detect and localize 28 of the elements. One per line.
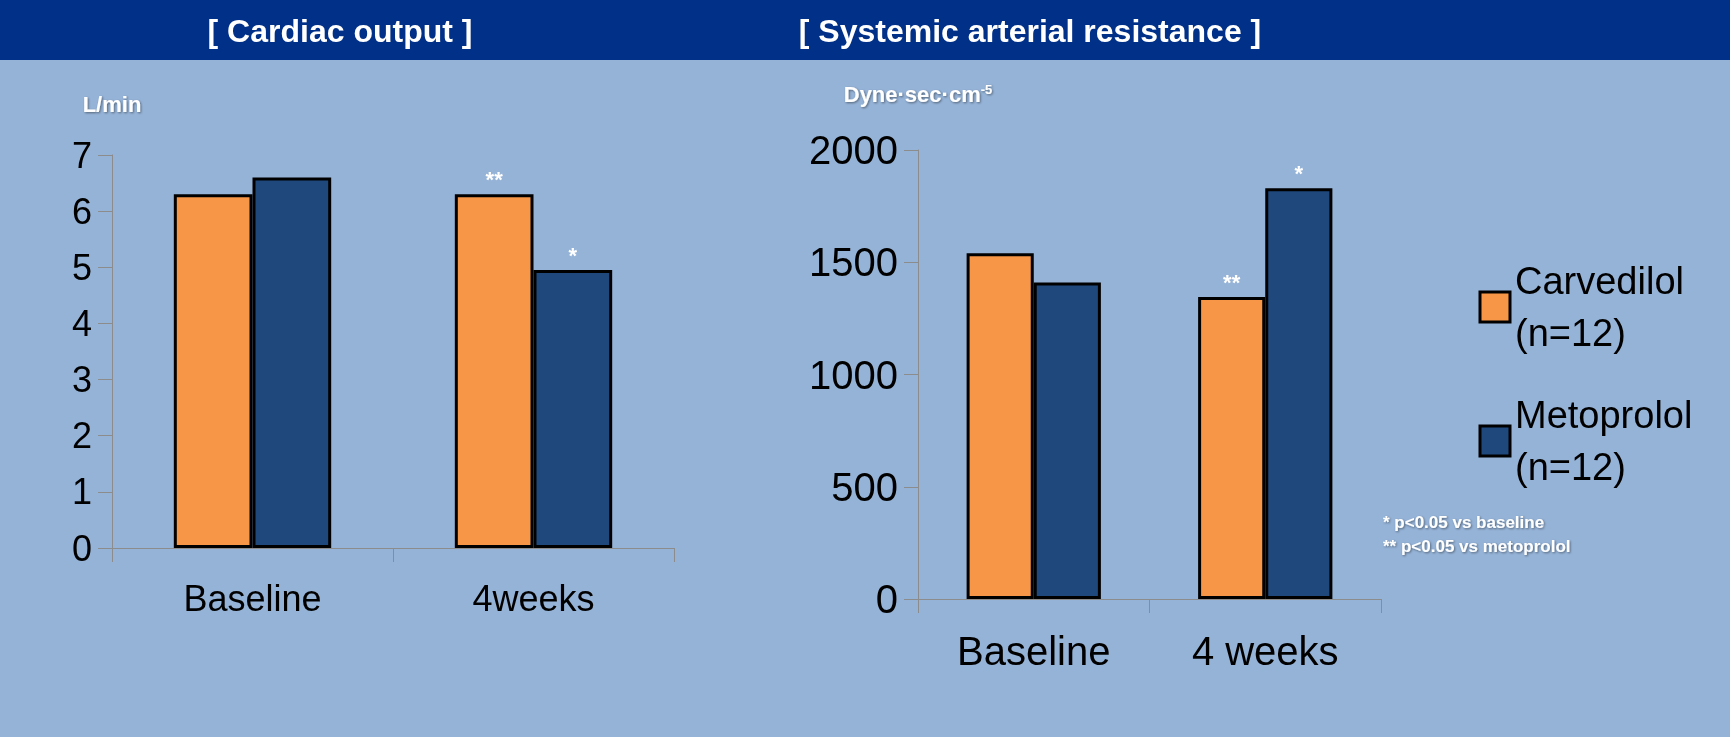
y-tick-label: 0 [71, 527, 92, 569]
annotation: * [568, 242, 578, 268]
legend-label: Carvedilol (n=12) [1515, 260, 1695, 354]
y-tick-label: 1500 [809, 240, 898, 285]
y-axis-title: L/min [82, 91, 142, 117]
y-tick-label: 2000 [809, 128, 898, 172]
y-tick-label: 500 [831, 464, 898, 509]
y-tick-label: 6 [71, 190, 92, 232]
x-tick-label: Baseline [183, 577, 322, 619]
text: * p<0.05 vs baseline [1383, 512, 1545, 532]
y-tick-label: 3 [71, 359, 92, 401]
text: ** p<0.05 vs metoprolol [1383, 536, 1571, 556]
y-tick-label: 4 [71, 302, 92, 344]
y-tick-label: 1 [71, 471, 92, 513]
x-tick-label: Baseline [957, 629, 1111, 673]
annotation: ** [485, 166, 504, 192]
annotation: * [1294, 160, 1304, 186]
annotation: ** [1223, 269, 1241, 295]
y-tick-label: 1000 [809, 352, 898, 397]
y-tick-label: 0 [875, 577, 898, 621]
x-tick-label: 4 weeks [1191, 629, 1339, 673]
x-tick-label: 4weeks [472, 577, 595, 619]
chart-title: [ Systemic arterial resistance ] [798, 13, 1262, 49]
y-tick-label: 5 [71, 246, 92, 288]
y-tick-label: 2 [71, 415, 92, 457]
legend-label: Metoprolol (n=12) [1515, 394, 1703, 488]
y-tick-label: 7 [71, 134, 92, 176]
chart-title: [ Cardiac output ] [207, 13, 473, 49]
